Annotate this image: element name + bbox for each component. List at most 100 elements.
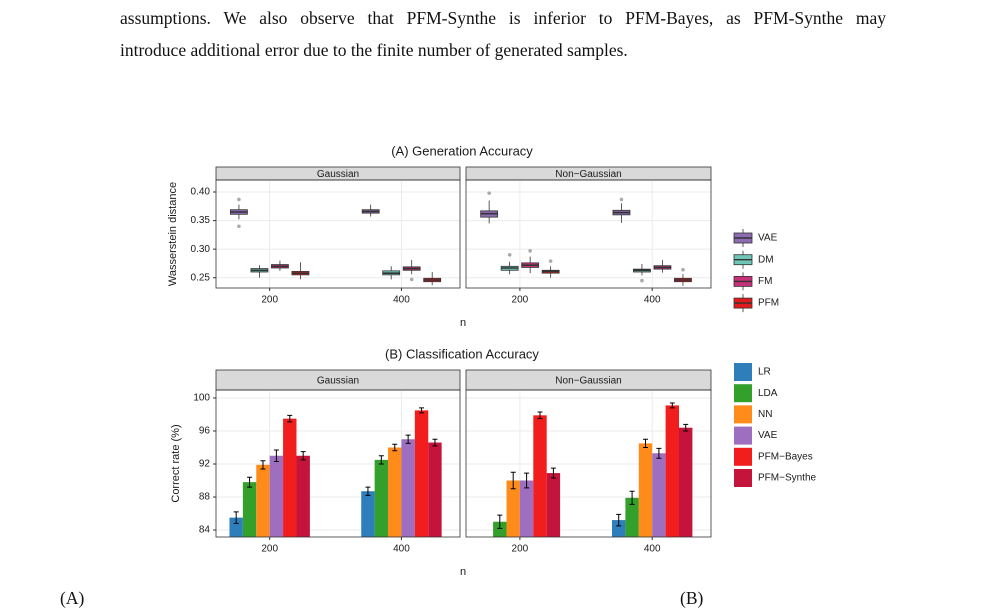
bar [269,455,284,537]
y-tick-label: 96 [199,426,211,437]
bar [533,415,547,537]
y-axis-label: Correct rate (%) [170,424,182,502]
y-tick-label: 0.40 [191,187,211,198]
x-axis-label: n [460,566,466,578]
bar [679,427,693,537]
error-bar [419,407,425,414]
error-bar [510,471,516,490]
bar [638,443,653,537]
legend-key [734,447,752,466]
x-tick-label: 200 [512,544,529,555]
caption-fragment: (A) [60,588,85,608]
bar [625,497,639,537]
outlier [487,191,491,195]
facet-label: Non−Gaussian [555,376,621,387]
bar [612,520,626,537]
legend-label: NN [758,409,772,420]
bar [519,480,534,537]
paragraph-line: assumptions. We also observe that PFM-Sy… [120,8,886,28]
error-bar [656,447,662,459]
x-tick-label: 200 [512,295,529,306]
bar [428,442,442,537]
outlier [507,253,512,257]
bar [414,410,429,537]
bar [283,418,297,537]
outlier [409,277,414,282]
error-bar [497,514,503,529]
outlier [619,197,624,202]
bar [546,473,561,537]
y-tick-label: 88 [199,492,211,503]
y-tick-label: 0.25 [191,272,211,283]
error-bar [683,423,689,432]
error-bar [247,476,253,488]
bar [388,447,402,537]
panel [466,180,711,288]
error-bar [405,434,411,444]
error-bar [365,486,371,496]
error-bar [537,411,543,420]
panel-border [465,389,712,538]
y-tick-label: 92 [199,459,211,470]
panel-border [215,179,461,289]
error-bar [233,511,239,524]
legend-label: LDA [758,388,778,399]
x-tick-label: 400 [644,544,661,555]
legend-key [734,405,752,424]
legend-label: PFM−Synthe [758,473,817,484]
y-tick-label: 100 [193,393,210,404]
bar [652,453,666,537]
outlier [548,259,553,263]
bar [229,517,243,537]
error-bar [616,513,622,527]
outlier [528,249,532,253]
bar [401,439,415,537]
bar [493,521,507,537]
error-bar [300,451,306,461]
legend-key [734,384,752,403]
error-bar [273,449,279,463]
error-bar [287,414,293,423]
bar [665,405,679,537]
legend-key [734,363,752,381]
legend-label: VAE [758,430,778,441]
caption-fragment: (B) [680,588,704,608]
y-tick-label: 0.35 [191,215,211,226]
paragraph-line: introduce additional error due to the fi… [120,40,628,60]
x-tick-label: 400 [644,295,661,306]
bar [256,464,270,537]
error-bar [392,443,398,452]
legend-label: PFM−Bayes [758,451,813,462]
error-bar [524,472,530,489]
outlier [237,197,241,202]
facet-label: Gaussian [317,376,359,387]
legend-key [734,469,752,487]
outlier [237,224,241,229]
error-bar [643,438,648,448]
x-axis-label: n [460,317,466,329]
error-bar [550,467,556,479]
panel-border [465,179,712,289]
y-tick-label: 84 [199,525,211,536]
bar [242,482,257,537]
bar [361,491,375,537]
bar [296,455,310,537]
bar [506,480,520,537]
legend-key [734,426,752,445]
x-tick-label: 400 [393,544,410,555]
x-tick-label: 200 [261,295,278,306]
error-bar [260,460,266,470]
bar [374,459,389,537]
error-bar [629,490,635,505]
x-tick-label: 200 [261,544,278,555]
chart-title: (B) Classification Accuracy [385,346,539,361]
facet-label: Gaussian [317,169,359,180]
error-bar [378,455,384,465]
outlier [681,267,685,272]
y-tick-label: 0.30 [191,244,211,255]
outlier [640,278,644,283]
chart-title: (A) Generation Accuracy [391,143,533,158]
legend-label: PFM [758,298,779,309]
